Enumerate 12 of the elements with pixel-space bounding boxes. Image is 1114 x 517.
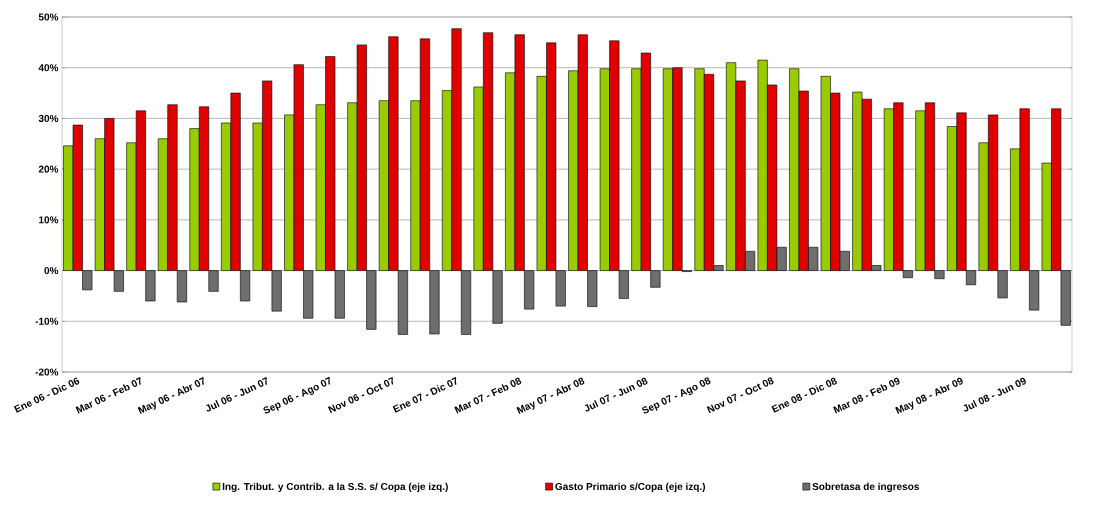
y-tick-label: 10% bbox=[39, 216, 59, 224]
y-tick-label: -10% bbox=[35, 317, 59, 325]
legend-label: Gasto Primario s/Copa (eje izq.) bbox=[555, 482, 706, 493]
y-tick-label: 30% bbox=[38, 114, 59, 122]
y-tick-label: 0% bbox=[44, 267, 59, 275]
legend-label: Sobretasa de ingresos bbox=[812, 482, 919, 493]
y-tick-label: -20% bbox=[35, 368, 59, 376]
y-tick-label: 40% bbox=[38, 64, 59, 72]
x-tick-label: Jul 08 - Jun 09 bbox=[963, 377, 1026, 412]
y-tick-label: 20% bbox=[38, 165, 59, 173]
y-tick-label: 50% bbox=[38, 13, 59, 21]
legend-label: Ing. Tribut. y Contrib. a la S.S. s/ Copa (eje izq.) bbox=[222, 482, 448, 493]
